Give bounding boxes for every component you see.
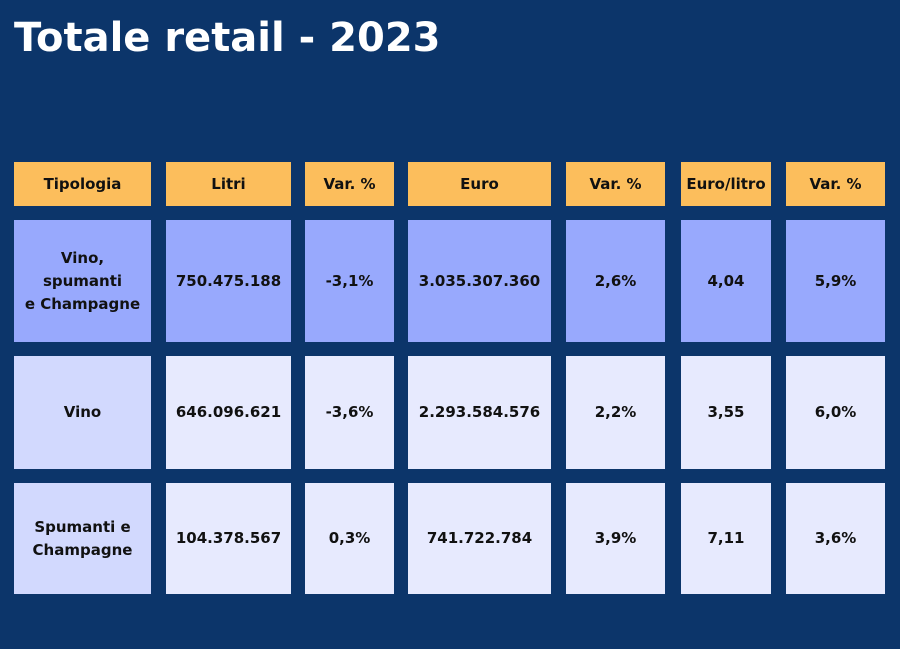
table-cell: -3,6% [305, 356, 394, 469]
column-header-tipologia: Tipologia [14, 162, 151, 206]
column-header-litri: Litri [166, 162, 291, 206]
table-cell: 2,2% [566, 356, 665, 469]
column-header-var-euro: Var. % [566, 162, 665, 206]
column-header-euro-litro: Euro/litro [681, 162, 771, 206]
table-cell: 2,6% [566, 220, 665, 342]
table-cell: -3,1% [305, 220, 394, 342]
table-cell: 2.293.584.576 [408, 356, 551, 469]
column-header-var-litri: Var. % [305, 162, 394, 206]
table-cell: 3,55 [681, 356, 771, 469]
table-cell: 646.096.621 [166, 356, 291, 469]
table-cell: 0,3% [305, 483, 394, 594]
table-cell: 750.475.188 [166, 220, 291, 342]
table-cell: 4,04 [681, 220, 771, 342]
table-cell: 5,9% [786, 220, 885, 342]
table-cell: 3,6% [786, 483, 885, 594]
table-cell: 3,9% [566, 483, 665, 594]
row-label-vino-spumanti-champagne: Vino, spumanti e Champagne [14, 220, 151, 342]
row-label-spumanti-champagne: Spumanti e Champagne [14, 483, 151, 594]
table-cell: 7,11 [681, 483, 771, 594]
row-label-vino: Vino [14, 356, 151, 469]
page-title: Totale retail - 2023 [14, 15, 441, 61]
column-header-var-euro-litro: Var. % [786, 162, 885, 206]
table-cell: 741.722.784 [408, 483, 551, 594]
table-cell: 6,0% [786, 356, 885, 469]
table-cell: 104.378.567 [166, 483, 291, 594]
table-cell: 3.035.307.360 [408, 220, 551, 342]
column-header-euro: Euro [408, 162, 551, 206]
